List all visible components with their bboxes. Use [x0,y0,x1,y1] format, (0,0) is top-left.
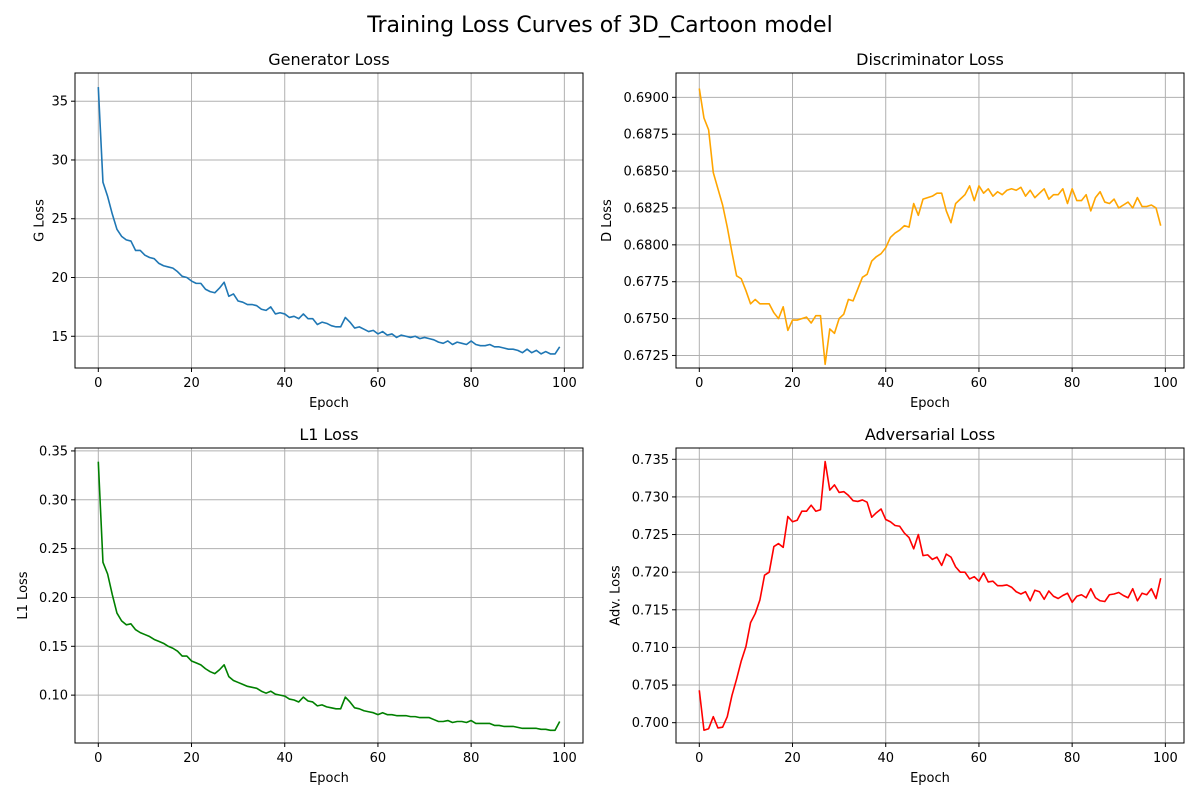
l1-loss-title: L1 Loss [299,425,358,444]
generator-loss-ylabel: G Loss [32,199,47,242]
generator-loss-ytick-label: 35 [51,95,68,110]
l1-loss-ytick-label: 0.25 [39,542,68,557]
discriminator-loss-ytick-label: 0.6825 [624,201,670,216]
discriminator-loss-xtick-label: 80 [1064,376,1081,391]
generator-loss-axes-frame [74,72,584,369]
adversarial-loss-ytick-label: 0.710 [632,641,669,656]
adversarial-loss-xtick-label: 100 [1153,751,1178,766]
discriminator-loss-xlabel: Epoch [910,396,950,411]
generator-loss-ytick-label: 25 [51,212,68,227]
discriminator-loss-ytick-label: 0.6800 [624,238,670,253]
generator-loss-xtick-label: 80 [463,376,480,391]
generator-loss-ytick-label: 15 [51,330,68,345]
generator-loss-xtick-label: 20 [183,376,200,391]
adversarial-loss-xtick-label: 80 [1064,751,1081,766]
discriminator-loss-xtick-label: 40 [877,376,894,391]
l1-loss-ylabel: L1 Loss [16,571,31,619]
generator-loss-xtick-label: 0 [94,376,102,391]
l1-loss-axes-frame [74,447,584,744]
subplot-generator-loss: 0 20 40 60 80 100 15 20 25 30 35 Generator Loss Epoc… [32,50,584,411]
discriminator-loss-ytick-label: 0.6775 [624,275,670,290]
adversarial-loss-ytick-label: 0.730 [632,490,669,505]
adversarial-loss-xtick-label: 40 [877,751,894,766]
discriminator-loss-xtick-label: 60 [971,376,988,391]
subplot-l1-loss: 0 20 40 60 80 100 0.10 0.15 0.20 0.25 0.30 0.35 L1 L… [16,425,584,786]
generator-loss-xtick-label: 60 [370,376,387,391]
figure-suptitle: Training Loss Curves of 3D_Cartoon model [366,13,832,38]
l1-loss-ytick-label: 0.10 [39,689,68,704]
adversarial-loss-ytick-label: 0.705 [632,679,669,694]
generator-loss-xtick-label: 100 [552,376,577,391]
discriminator-loss-xtick-label: 20 [784,376,801,391]
l1-loss-xtick-label: 80 [463,751,480,766]
discriminator-loss-xtick-label: 0 [695,376,703,391]
l1-loss-ytick-label: 0.35 [39,444,68,459]
discriminator-loss-ytick-label: 0.6750 [624,312,670,327]
discriminator-loss-ytick-label: 0.6725 [624,349,670,364]
adversarial-loss-ytick-label: 0.715 [632,603,669,618]
l1-loss-xtick-label: 60 [370,751,387,766]
discriminator-loss-ytick-label: 0.6875 [624,128,670,143]
adversarial-loss-ylabel: Adv. Loss [609,565,624,626]
l1-loss-xtick-label: 0 [94,751,102,766]
adversarial-loss-axes-frame [675,447,1185,744]
generator-loss-ytick-label: 20 [51,271,68,286]
discriminator-loss-title: Discriminator Loss [856,50,1004,69]
subplot-adversarial-loss: 0 20 40 60 80 100 0.700 0.705 0.710 0.715 0.720 0.7… [609,425,1185,786]
adversarial-loss-ytick-label: 0.720 [632,566,669,581]
l1-loss-xtick-label: 20 [183,751,200,766]
generator-loss-xlabel: Epoch [309,396,349,411]
generator-loss-title: Generator Loss [268,50,389,69]
adversarial-loss-xlabel: Epoch [910,771,950,786]
generator-loss-series-line [97,87,561,355]
discriminator-loss-series-line [698,88,1162,366]
adversarial-loss-series-line [698,460,1162,732]
discriminator-loss-axes-frame [675,72,1185,369]
l1-loss-xtick-label: 40 [276,751,293,766]
subplot-discriminator-loss: 0 20 40 60 80 100 0.6725 0.6750 0.6775 0.6800 0.68… [600,50,1185,411]
l1-loss-ytick-label: 0.30 [39,493,68,508]
adversarial-loss-xtick-label: 0 [695,751,703,766]
discriminator-loss-ylabel: D Loss [600,199,615,242]
discriminator-loss-ytick-label: 0.6850 [624,165,670,180]
l1-loss-ytick-label: 0.20 [39,591,68,606]
l1-loss-series-line [97,461,561,732]
adversarial-loss-xtick-label: 60 [971,751,988,766]
adversarial-loss-title: Adversarial Loss [865,425,995,444]
adversarial-loss-ytick-label: 0.700 [632,716,669,731]
discriminator-loss-xtick-label: 100 [1153,376,1178,391]
generator-loss-xtick-label: 40 [276,376,293,391]
adversarial-loss-xtick-label: 20 [784,751,801,766]
discriminator-loss-ytick-label: 0.6900 [624,91,670,106]
l1-loss-xtick-label: 100 [552,751,577,766]
adversarial-loss-ytick-label: 0.725 [632,528,669,543]
adversarial-loss-ytick-label: 0.735 [632,453,669,468]
l1-loss-ytick-label: 0.15 [39,640,68,655]
l1-loss-xlabel: Epoch [309,771,349,786]
generator-loss-ytick-label: 30 [51,153,68,168]
